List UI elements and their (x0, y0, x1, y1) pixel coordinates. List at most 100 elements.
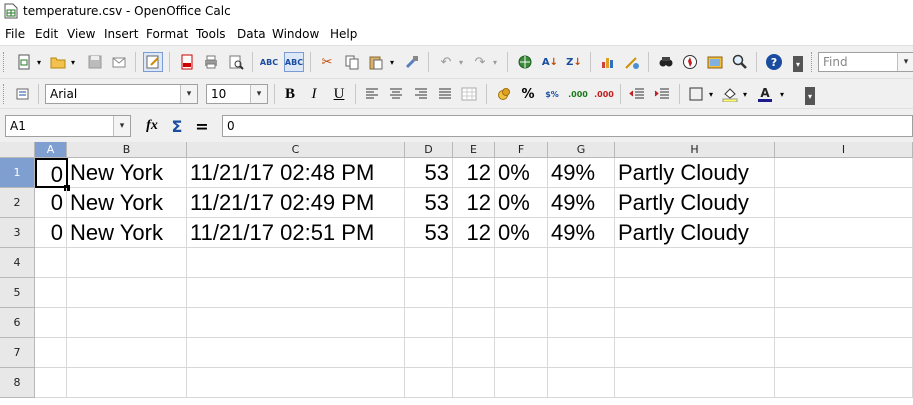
cell-c7[interactable] (187, 338, 405, 368)
open-folder-icon[interactable] (48, 52, 68, 72)
align-right-icon[interactable] (411, 84, 431, 104)
cell-b4[interactable] (67, 248, 187, 278)
cell-a8[interactable] (35, 368, 67, 398)
background-color-dropdown-icon[interactable]: ▾ (743, 90, 748, 99)
cell-g5[interactable] (548, 278, 615, 308)
column-header-d[interactable]: D (405, 142, 453, 158)
cell-g6[interactable] (548, 308, 615, 338)
cell-b8[interactable] (67, 368, 187, 398)
redo-dropdown-icon[interactable]: ▾ (493, 58, 498, 67)
cell-a3[interactable]: 0 (35, 218, 67, 248)
find-input[interactable]: Find ▾ (818, 52, 913, 72)
standard-format-icon[interactable]: $% (545, 89, 559, 99)
menu-window[interactable]: Window (272, 27, 320, 41)
cell-h7[interactable] (615, 338, 775, 368)
open-dropdown-icon[interactable]: ▾ (71, 58, 76, 67)
cell-h8[interactable] (615, 368, 775, 398)
cell-d6[interactable] (405, 308, 453, 338)
chart-icon[interactable] (598, 52, 618, 72)
cell-d5[interactable] (405, 278, 453, 308)
cell-e3[interactable]: 12 (453, 218, 495, 248)
save-icon[interactable] (85, 52, 105, 72)
font-color-dropdown-icon[interactable]: ▾ (780, 90, 785, 99)
column-header-i[interactable]: I (775, 142, 913, 158)
function-button[interactable]: = (195, 116, 209, 136)
cell-f8[interactable] (495, 368, 548, 398)
cell-g2[interactable]: 49% (548, 188, 615, 218)
cell-h6[interactable] (615, 308, 775, 338)
cell-c5[interactable] (187, 278, 405, 308)
justify-icon[interactable] (435, 84, 455, 104)
cell-e6[interactable] (453, 308, 495, 338)
cell-b1[interactable]: New York (67, 158, 187, 188)
cell-h5[interactable] (615, 278, 775, 308)
copy-icon[interactable] (342, 52, 362, 72)
cell-a1[interactable]: 0 (35, 158, 68, 188)
row-header-6[interactable]: 6 (0, 308, 35, 338)
cell-a4[interactable] (35, 248, 67, 278)
add-decimal-icon[interactable]: .000 (568, 89, 588, 99)
row-header-8[interactable]: 8 (0, 368, 35, 398)
cell-i2[interactable] (775, 188, 913, 218)
menu-edit[interactable]: Edit (35, 27, 59, 41)
paste-dropdown-icon[interactable]: ▾ (390, 58, 395, 67)
cell-e7[interactable] (453, 338, 495, 368)
cell-g8[interactable] (548, 368, 615, 398)
gallery-icon[interactable] (705, 52, 725, 72)
cell-d1[interactable]: 53 (405, 158, 453, 188)
column-header-g[interactable]: G (548, 142, 615, 158)
row-header-5[interactable]: 5 (0, 278, 35, 308)
font-name-box[interactable]: Arial ▾ (45, 84, 198, 104)
fill-handle[interactable] (64, 185, 70, 191)
sort-ascending-icon[interactable]: A ↓ (541, 56, 559, 68)
cell-d7[interactable] (405, 338, 453, 368)
find-dropdown-icon[interactable]: ▾ (897, 53, 913, 71)
align-left-icon[interactable] (362, 84, 382, 104)
email-icon[interactable] (109, 52, 129, 72)
cell-g7[interactable] (548, 338, 615, 368)
cell-e4[interactable] (453, 248, 495, 278)
toolbar-grip[interactable] (3, 84, 8, 104)
cell-i8[interactable] (775, 368, 913, 398)
clone-formatting-icon[interactable] (402, 52, 422, 72)
function-wizard-button[interactable]: fx (146, 118, 158, 133)
cell-c1[interactable]: 11/21/17 02:48 PM (187, 158, 405, 188)
borders-dropdown-icon[interactable]: ▾ (709, 90, 714, 99)
menu-help[interactable]: Help (330, 27, 358, 41)
cell-c4[interactable] (187, 248, 405, 278)
font-size-dropdown-icon[interactable]: ▾ (250, 85, 267, 103)
cell-g1[interactable]: 49% (548, 158, 615, 188)
cell-e5[interactable] (453, 278, 495, 308)
menu-tools[interactable]: Tools (196, 27, 226, 41)
formula-input[interactable]: 0 (222, 115, 913, 137)
redo-icon[interactable]: ↷ (474, 54, 486, 70)
cell-f2[interactable]: 0% (495, 188, 548, 218)
autospellcheck-icon[interactable]: ABC (284, 52, 304, 72)
row-header-7[interactable]: 7 (0, 338, 35, 368)
decrease-indent-icon[interactable] (627, 84, 647, 104)
cell-h4[interactable] (615, 248, 775, 278)
cell-d8[interactable] (405, 368, 453, 398)
sort-descending-icon[interactable]: Z ↓ (566, 56, 582, 68)
name-box-dropdown-icon[interactable]: ▾ (113, 116, 130, 136)
cell-i6[interactable] (775, 308, 913, 338)
row-header-3[interactable]: 3 (0, 218, 35, 248)
cell-f5[interactable] (495, 278, 548, 308)
name-box[interactable]: A1 ▾ (5, 115, 131, 137)
cell-f4[interactable] (495, 248, 548, 278)
bold-button[interactable]: B (284, 85, 295, 102)
menu-data[interactable]: Data (237, 27, 266, 41)
column-header-a[interactable]: A (35, 142, 67, 158)
cell-e8[interactable] (453, 368, 495, 398)
column-header-h[interactable]: H (615, 142, 775, 158)
row-header-1[interactable]: 1 (0, 158, 35, 188)
undo-dropdown-icon[interactable]: ▾ (459, 58, 464, 67)
cell-d4[interactable] (405, 248, 453, 278)
underline-button[interactable]: U (333, 85, 345, 102)
increase-indent-icon[interactable] (652, 84, 672, 104)
cell-a6[interactable] (35, 308, 67, 338)
menu-view[interactable]: View (67, 27, 96, 41)
sum-button[interactable]: Σ (171, 116, 183, 136)
row-header-4[interactable]: 4 (0, 248, 35, 278)
styles-formatting-icon[interactable] (13, 84, 33, 104)
